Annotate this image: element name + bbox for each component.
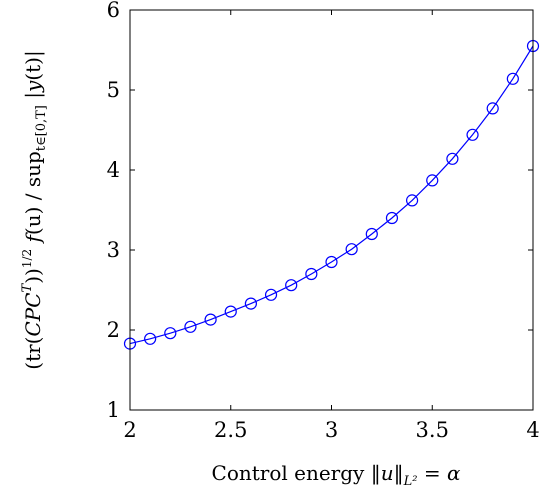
data-point: [486, 102, 499, 115]
x-tick-label: 3.5: [416, 418, 449, 442]
data-point: [184, 320, 197, 333]
data-point: [426, 174, 439, 187]
x-tick-label: 2: [123, 418, 136, 442]
data-point: [285, 279, 298, 292]
y-tick-label: 3: [107, 238, 120, 262]
data-point: [244, 297, 257, 310]
data-point: [325, 255, 338, 269]
data-point: [305, 267, 318, 281]
y-tick-label: 5: [107, 78, 120, 102]
x-tick-label: 2.5: [214, 418, 247, 442]
y-axis-label: (tr(CPCT))1/2 f(u) / supt∈[0,T] |y(t)|: [20, 50, 49, 369]
x-tick-label: 3: [325, 418, 338, 442]
data-point: [466, 128, 479, 141]
x-axis-label: Control energy ‖u‖L² = α: [212, 461, 461, 489]
x-tick-label: 4: [526, 418, 539, 442]
y-tick-label: 4: [107, 158, 120, 182]
y-tick-label: 6: [107, 0, 120, 22]
data-point: [406, 194, 419, 207]
y-tick-label: 2: [107, 318, 120, 342]
data-point: [385, 211, 399, 225]
data-point: [204, 313, 217, 326]
data-point: [446, 152, 459, 165]
data-point: [144, 332, 157, 345]
series-line: [129, 45, 534, 345]
data-point: [264, 288, 278, 301]
data-point: [365, 227, 378, 241]
axes-frame: [129, 9, 534, 411]
data-point: [164, 327, 177, 340]
plot-area: [123, 39, 540, 350]
data-point: [345, 243, 358, 256]
data-point: [224, 305, 237, 318]
y-tick-label: 1: [107, 398, 120, 422]
data-point: [506, 72, 519, 85]
